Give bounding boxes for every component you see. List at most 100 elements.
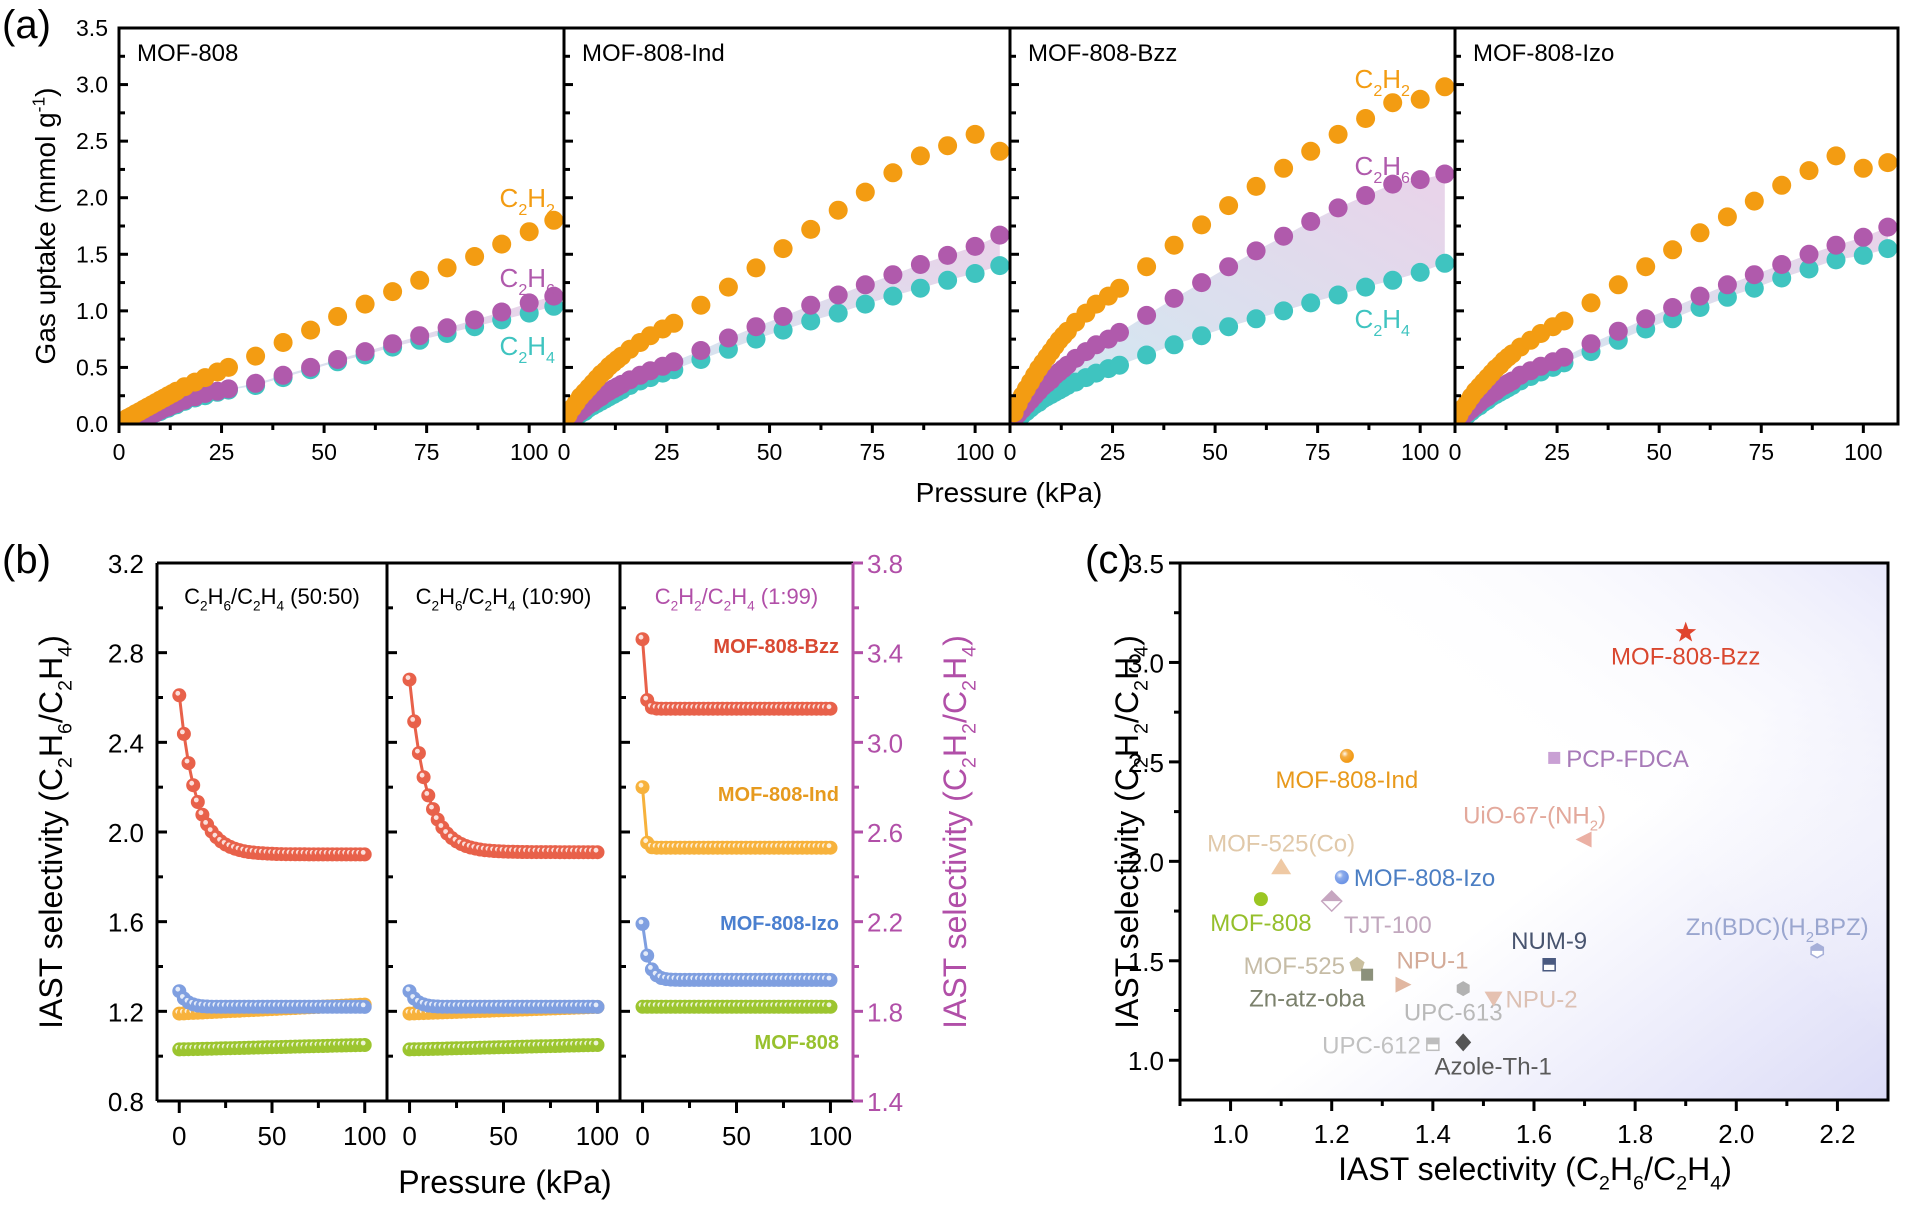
data-point — [176, 726, 191, 741]
data-point-c2h2 — [219, 357, 238, 377]
x-tick-label: 1.2 — [1314, 1119, 1350, 1149]
subplot-mof-808-ind: 0 25 50 75 100 MOF-808-Ind — [558, 26, 1012, 465]
data-point-c2h4 — [1853, 245, 1873, 265]
x-tick-label: 50 — [1202, 439, 1228, 465]
panel-label-a: (a) — [2, 3, 51, 47]
data-point-c2h6 — [965, 236, 985, 256]
data-point-c2h6 — [1435, 164, 1455, 184]
marker-fill — [1426, 1038, 1439, 1045]
panel-b-iast-selectivity: 0 50 100 C2H6/C2H4 (50:50) 0 50 100 C2H6/C2H4 (… — [33, 549, 981, 1200]
data-point-c2h2 — [828, 200, 848, 220]
x-tick-label: 75 — [414, 439, 440, 465]
data-point-c2h2 — [1853, 158, 1873, 178]
data-point-highlight — [184, 758, 190, 764]
data-point-highlight — [405, 986, 411, 992]
panel-c-selectivity-comparison: MOF-808-Bzz MOF-808-Ind PCP-FDCA UiO-67-(NH… — [1109, 549, 1890, 1195]
data-point-c2h2 — [328, 307, 348, 326]
data-point-c2h6 — [773, 307, 793, 326]
data-point-c2h6 — [1274, 226, 1294, 246]
data-point-c2h2 — [246, 346, 266, 366]
data-point — [590, 999, 605, 1014]
data-point — [186, 778, 201, 793]
data-point-c2h2 — [1137, 257, 1157, 277]
data-point-c2h4 — [1328, 285, 1348, 305]
data-point-highlight — [189, 780, 195, 786]
data-point — [823, 701, 838, 716]
subplot-title: MOF-808 — [137, 40, 238, 67]
x-tick-label: 25 — [1100, 439, 1126, 465]
right-y-tick-label: 1.8 — [867, 997, 903, 1027]
data-point-c2h6 — [1301, 212, 1321, 231]
x-tick-label: 25 — [1544, 439, 1570, 465]
x-tick-label: 50 — [489, 1121, 518, 1151]
data-point-c2h2 — [544, 210, 564, 230]
point-pcp-fdca: PCP-FDCA — [1548, 746, 1689, 773]
data-point-highlight — [593, 847, 599, 853]
data-point-c2h6 — [910, 255, 930, 274]
data-point — [590, 845, 605, 860]
data-point-c2h4 — [801, 311, 821, 331]
data-point-c2h4 — [1246, 309, 1266, 329]
point-label: MOF-525 — [1244, 953, 1345, 980]
data-point-highlight — [826, 843, 832, 849]
data-point-c2h2 — [1410, 89, 1430, 109]
point-label: UiO-67-(NH2) — [1463, 802, 1606, 834]
x-tick-label: 50 — [311, 439, 337, 465]
data-point-c2h6 — [1164, 288, 1184, 308]
series-mof-808-bzz — [402, 672, 605, 860]
data-point-c2h2 — [1608, 275, 1628, 295]
x-tick-label: 2.0 — [1718, 1119, 1754, 1149]
data-point-c2h6 — [828, 285, 848, 305]
right-y-tick-label: 2.6 — [867, 818, 903, 848]
y-tick-label: 3.5 — [1128, 549, 1164, 579]
point-mof-525-co-: MOF-525(Co) — [1207, 830, 1355, 875]
data-point-c2h6 — [1663, 298, 1683, 317]
data-point-c2h6 — [990, 225, 1010, 245]
data-point-c2h2 — [1826, 146, 1846, 166]
x-tick-label: 1.6 — [1516, 1119, 1552, 1149]
x-tick-label: 0 — [113, 439, 126, 465]
point-label: NPU-2 — [1506, 987, 1578, 1014]
data-point-highlight — [175, 690, 181, 696]
series-label-c2h4: C2H4 — [1355, 304, 1411, 340]
subplot-b-2: 0 50 100 C2H6/C2H4 (10:90) — [385, 561, 620, 1151]
data-point-c2h4 — [855, 294, 875, 314]
data-point-c2h2 — [1690, 223, 1710, 243]
data-point-c2h6 — [1717, 275, 1737, 295]
subplot-title: MOF-808-Izo — [1473, 40, 1614, 67]
y-tick-label: 3.5 — [76, 15, 108, 41]
y-tick-label: 0.5 — [76, 354, 108, 380]
marker-triangle-left — [1575, 831, 1592, 848]
series-mof-808 — [172, 1038, 372, 1057]
data-point-c2h4 — [938, 270, 958, 290]
marker-diamond — [1455, 1033, 1472, 1052]
data-point-highlight — [360, 850, 366, 855]
data-point — [635, 632, 650, 647]
marker-triangle-up — [1271, 858, 1292, 875]
data-point-c2h2 — [883, 163, 903, 183]
data-point-c2h6 — [1878, 217, 1898, 237]
data-point-c2h6 — [1192, 273, 1212, 293]
x-tick-label: 0 — [1004, 439, 1017, 465]
data-point-c2h4 — [1219, 317, 1239, 337]
data-point — [402, 672, 417, 687]
data-point-c2h6 — [1799, 244, 1819, 264]
point-label: UPC-612 — [1322, 1032, 1421, 1059]
marker-star — [1675, 621, 1697, 642]
series-mof-808-ind — [635, 780, 838, 855]
x-tick-label: 50 — [1646, 439, 1672, 465]
x-tick-label: 25 — [209, 439, 235, 465]
marker-square — [1548, 751, 1561, 764]
data-point-highlight — [593, 1002, 599, 1008]
data-point-c2h2 — [1110, 278, 1129, 298]
y-axis-label: IAST selectivity (C2H2/C2H4) — [1109, 635, 1153, 1029]
point-mof-808: MOF-808 — [1210, 892, 1312, 937]
point-tjt-100: TJT-100 — [1320, 890, 1432, 939]
x-tick-label: 0 — [402, 1121, 416, 1151]
point-num-9: NUM-9 — [1511, 928, 1587, 972]
data-point-c2h2 — [910, 146, 930, 166]
data-point-c2h6 — [938, 245, 958, 265]
point-label: UPC-613 — [1404, 1000, 1503, 1027]
series-c2h2 — [1010, 77, 1455, 423]
data-point-c2h4 — [1744, 278, 1764, 298]
